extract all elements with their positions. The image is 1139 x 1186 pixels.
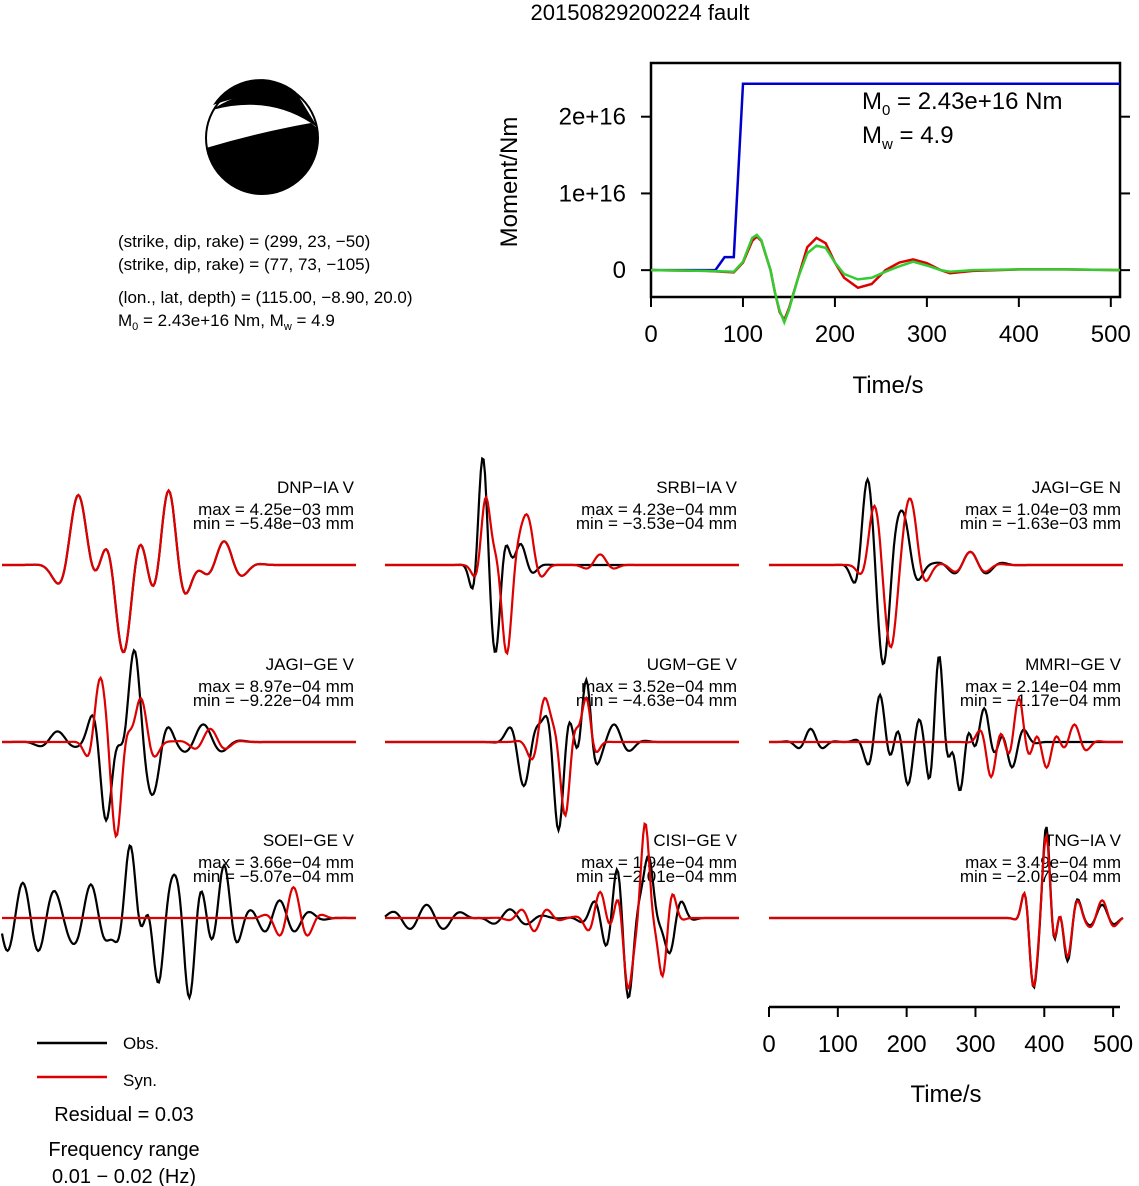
panel-max-label: max = 1.04e−03 mm bbox=[965, 500, 1121, 519]
mechanism-moment: M0 = 2.43e+16 Nm, Mw = 4.9 bbox=[118, 311, 335, 333]
waveform-xtick-label: 0 bbox=[762, 1031, 775, 1058]
moment-xtick-label: 300 bbox=[907, 321, 947, 348]
residual-text: Residual = 0.03 bbox=[54, 1104, 194, 1126]
moment-ylabel: Moment/Nm bbox=[496, 117, 523, 248]
legend-syn-label: Syn. bbox=[123, 1071, 157, 1090]
panel-min-label: min = −5.48e−03 mm bbox=[193, 514, 354, 533]
panel-station-label: MMRI−GE V bbox=[1025, 655, 1122, 674]
syn-waveform bbox=[2, 488, 356, 654]
obs-waveform bbox=[2, 648, 356, 823]
panel-station-label: DNP−IA V bbox=[277, 478, 355, 497]
moment-plot: 0 100 200 300 400 500 0 1e+16 2e+16 M0 = 2.43e+1… bbox=[496, 61, 1131, 399]
waveform-xlabel: Time/s bbox=[910, 1081, 981, 1108]
panel-max-label: max = 8.97e−04 mm bbox=[198, 677, 354, 696]
moment-xtick-label: 200 bbox=[815, 321, 855, 348]
frequency-range-label: Frequency range bbox=[48, 1139, 199, 1161]
obs-waveform bbox=[0, 843, 356, 1001]
waveform-xtick-label: 100 bbox=[818, 1031, 858, 1058]
panel-station-label: CISI−GE V bbox=[653, 831, 737, 850]
waveform-xtick-label: 400 bbox=[1024, 1031, 1064, 1058]
syn-waveform bbox=[2, 885, 356, 937]
panel-max-label: max = 1.94e−04 mm bbox=[581, 853, 737, 872]
panel-station-label: JAGI−GE N bbox=[1032, 478, 1121, 497]
beachball-cap bbox=[213, 79, 296, 105]
moment-xtick-label: 0 bbox=[644, 321, 657, 348]
panel-station-label: UGM−GE V bbox=[647, 655, 738, 674]
focal-mechanism-beachball bbox=[205, 79, 319, 195]
mechanism-plane-2: (strike, dip, rake) = (77, 73, −105) bbox=[118, 255, 370, 274]
waveform-time-axis: 0 100 200 300 400 500 bbox=[762, 1005, 1133, 1058]
moment-xtick-label: 500 bbox=[1091, 321, 1131, 348]
syn-waveform bbox=[385, 822, 739, 991]
legend-obs-label: Obs. bbox=[123, 1034, 159, 1053]
waveform-xtick-label: 500 bbox=[1093, 1031, 1133, 1058]
beachball-compression-upper bbox=[212, 90, 318, 128]
obs-waveform bbox=[384, 854, 739, 1000]
panel-min-label: min = −1.17e−04 mm bbox=[960, 691, 1121, 710]
moment-ytick-label: 1e+16 bbox=[559, 180, 626, 207]
syn-waveform bbox=[385, 695, 739, 818]
panel-max-label: max = 2.14e−04 mm bbox=[965, 677, 1121, 696]
panel-min-label: min = −4.63e−04 mm bbox=[576, 691, 737, 710]
moment-xtick-label: 400 bbox=[999, 321, 1039, 348]
syn-waveform bbox=[769, 695, 1123, 780]
legend: Obs. Syn. bbox=[37, 1034, 159, 1090]
moment-mw-annotation: Mw = 4.9 bbox=[862, 122, 954, 153]
mechanism-plane-1: (strike, dip, rake) = (299, 23, −50) bbox=[118, 232, 370, 251]
syn-waveform bbox=[2, 675, 356, 839]
panel-max-label: max = 3.52e−04 mm bbox=[581, 677, 737, 696]
panel-station-label: SOEI−GE V bbox=[263, 831, 355, 850]
panel-max-label: max = 3.66e−04 mm bbox=[198, 853, 354, 872]
moment-ytick-label: 0 bbox=[613, 257, 626, 284]
waveform-xtick-label: 300 bbox=[955, 1031, 995, 1058]
syn-waveform bbox=[769, 497, 1123, 649]
mechanism-location: (lon., lat, depth) = (115.00, −8.90, 20.… bbox=[118, 288, 413, 307]
syn-waveform bbox=[385, 494, 739, 656]
panel-station-label: SRBI−IA V bbox=[656, 478, 737, 497]
panel-min-label: min = −2.07e−04 mm bbox=[960, 867, 1121, 886]
panel-station-label: TNG−IA V bbox=[1044, 831, 1122, 850]
panel-station-label: JAGI−GE V bbox=[266, 655, 355, 674]
moment-xlabel: Time/s bbox=[852, 372, 923, 399]
panel-min-label: min = −1.63e−03 mm bbox=[960, 514, 1121, 533]
obs-waveform bbox=[769, 826, 1124, 990]
panel-max-label: max = 4.25e−03 mm bbox=[198, 500, 354, 519]
moment-ytick-label: 2e+16 bbox=[559, 104, 626, 131]
moment-plot-frame bbox=[649, 61, 1122, 299]
moment-xtick-label: 100 bbox=[723, 321, 763, 348]
moment-m0-annotation: M0 = 2.43e+16 Nm bbox=[862, 88, 1062, 119]
moment-series-line-2 bbox=[650, 234, 1121, 323]
moment-series-line-3 bbox=[650, 233, 1121, 326]
frequency-range-value: 0.01 − 0.02 (Hz) bbox=[52, 1166, 196, 1186]
panel-min-label: min = −3.53e−04 mm bbox=[576, 514, 737, 533]
beachball-compression-lower bbox=[206, 123, 318, 195]
figure-title: 20150829200224 fault bbox=[531, 0, 750, 25]
panel-min-label: min = −2.01e−04 mm bbox=[576, 867, 737, 886]
panel-min-label: min = −5.07e−04 mm bbox=[193, 867, 354, 886]
waveform-xtick-label: 200 bbox=[887, 1031, 927, 1058]
panel-min-label: min = −9.22e−04 mm bbox=[193, 691, 354, 710]
syn-waveform bbox=[769, 832, 1124, 988]
panel-max-label: max = 4.23e−04 mm bbox=[581, 500, 737, 519]
